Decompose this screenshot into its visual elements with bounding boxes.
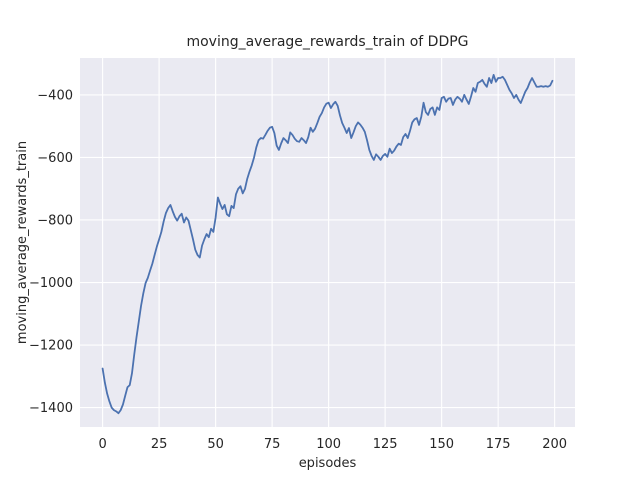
grid-lines [80, 58, 575, 427]
x-tick-label: 125 [373, 437, 398, 452]
tick-labels: 0 25 50 75 100 125 150 175 200 −400 −600 −800 −1000 −… [29, 88, 567, 452]
plot-area [80, 58, 575, 427]
y-tick-label: −1400 [29, 401, 73, 416]
x-tick-label: 75 [264, 437, 281, 452]
data-line [101, 73, 554, 415]
x-axis-label: episodes [299, 456, 357, 471]
data-series-layer [101, 73, 554, 415]
y-tick-label: −800 [37, 213, 73, 228]
chart-title: moving_average_rewards_train of DDPG [186, 34, 468, 50]
x-tick-label: 150 [429, 437, 454, 452]
x-tick-label: 50 [207, 437, 224, 452]
y-axis-label: moving_average_rewards_train [15, 141, 30, 344]
y-tick-label: −400 [37, 88, 73, 103]
x-tick-label: 175 [486, 437, 511, 452]
y-tick-label: −1000 [29, 276, 73, 291]
y-tick-label: −1200 [29, 339, 73, 354]
x-tick-label: 25 [151, 437, 168, 452]
x-tick-label: 0 [98, 437, 106, 452]
x-tick-label: 100 [316, 437, 341, 452]
x-tick-label: 200 [542, 437, 567, 452]
y-tick-label: −600 [37, 151, 73, 166]
